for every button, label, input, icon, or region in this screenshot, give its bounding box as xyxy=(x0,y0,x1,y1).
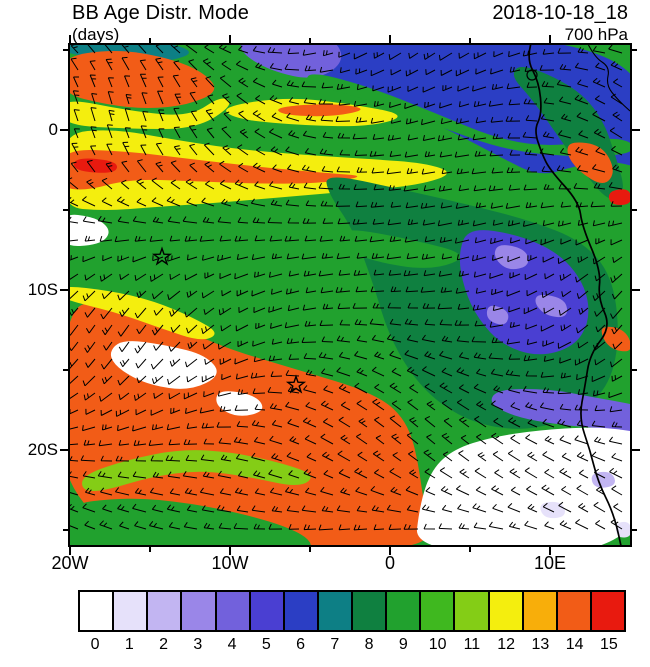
y-minor-tick xyxy=(63,529,68,531)
page-title: BB Age Distr. Mode xyxy=(72,2,250,24)
colorbar-cell-6 xyxy=(284,592,319,630)
region-ne-green-streak xyxy=(307,74,630,157)
x-major-tick-top xyxy=(229,35,231,43)
x-minor-tick-top xyxy=(309,38,311,43)
x-major-tick-top xyxy=(69,35,71,43)
y-major-tick-right xyxy=(632,449,640,451)
x-minor-tick xyxy=(309,547,311,552)
colorbar-value-label: 10 xyxy=(428,636,447,653)
colorbar-cell-8 xyxy=(353,592,388,630)
colorbar-cell-1 xyxy=(114,592,149,630)
region-red-band-bit xyxy=(73,158,118,173)
y-major-tick-right xyxy=(632,289,640,291)
region-sw-bottom-green xyxy=(70,498,311,545)
colorbar-value-label: 11 xyxy=(463,636,481,653)
y-tick-label: 10S xyxy=(27,280,58,299)
map-canvas xyxy=(70,45,630,545)
wind-barbs xyxy=(70,45,623,531)
y-major-tick-right xyxy=(632,129,640,131)
colorbar-cell-0 xyxy=(80,592,115,630)
colorbar-cell-5 xyxy=(250,592,285,630)
y-major-tick xyxy=(60,129,68,131)
colorbar-cell-3 xyxy=(182,592,217,630)
colorbar-value-label: 3 xyxy=(193,636,203,653)
colorbar-cell-4 xyxy=(216,592,251,630)
x-tick-label: 10W xyxy=(211,553,249,573)
colorbar-cell-13 xyxy=(523,592,558,630)
region-east-blue-patch xyxy=(459,230,589,355)
colorbar-value-label: 9 xyxy=(398,636,408,653)
island-outline xyxy=(526,69,538,81)
y-minor-tick-right xyxy=(632,209,637,211)
x-tick-label: 10E xyxy=(533,553,567,573)
region-se-white-clear xyxy=(416,427,630,545)
y-tick-label: 0 xyxy=(48,120,58,139)
colorbar xyxy=(78,590,626,632)
colorbar-cell-15 xyxy=(591,592,624,630)
y-major-tick xyxy=(60,289,68,291)
x-major-tick xyxy=(229,547,231,555)
coastline xyxy=(528,45,622,545)
colorbar-cell-12 xyxy=(489,592,524,630)
region-sw-white-hole-2 xyxy=(216,391,263,416)
colorbar-value-label: 2 xyxy=(159,636,169,653)
star-marker-1 xyxy=(151,246,173,266)
x-minor-tick xyxy=(149,547,151,552)
colorbar-cell-9 xyxy=(387,592,422,630)
pressure-level-label: 700 hPa xyxy=(564,25,628,44)
region-purple-speck-1 xyxy=(494,245,529,270)
y-major-tick xyxy=(60,449,68,451)
x-tick-label: 0 xyxy=(384,553,395,573)
region-coast-orange-lower xyxy=(601,326,630,352)
y-minor-tick-right xyxy=(632,49,637,51)
colorbar-value-label: 7 xyxy=(330,636,340,653)
timestamp-label: 2018-10-18_18 xyxy=(492,2,628,24)
colorbar-cell-11 xyxy=(455,592,490,630)
region-top-orange-streak xyxy=(278,104,361,117)
colorbar-value-label: 6 xyxy=(296,636,306,653)
region-se-blue-strip xyxy=(491,389,630,434)
region-coast-red-dash xyxy=(608,189,630,205)
star-marker-2 xyxy=(285,374,307,394)
colorbar-cell-10 xyxy=(421,592,456,630)
units-label: (days) xyxy=(72,25,120,44)
colorbar-cell-2 xyxy=(148,592,183,630)
map-frame xyxy=(68,43,632,547)
x-major-tick-top xyxy=(549,35,551,43)
colorbar-value-label: 12 xyxy=(497,636,516,653)
y-minor-tick xyxy=(63,49,68,51)
y-minor-tick xyxy=(63,369,68,371)
colorbar-value-label: 13 xyxy=(531,636,550,653)
region-west-white-patch xyxy=(70,214,109,247)
x-major-tick-top xyxy=(389,35,391,43)
colorbar-value-label: 8 xyxy=(364,636,374,653)
colorbar-value-label: 4 xyxy=(227,636,237,653)
x-tick-label: 20W xyxy=(51,553,89,573)
x-major-tick xyxy=(549,547,551,555)
region-se-lavender-2 xyxy=(591,471,615,488)
colorbar-cell-14 xyxy=(557,592,592,630)
y-minor-tick-right xyxy=(632,369,637,371)
x-minor-tick xyxy=(469,547,471,552)
y-minor-tick xyxy=(63,209,68,211)
colorbar-labels: 0 1 2 3 4 5 6 7 8 9 10 11 12 13 14 15 xyxy=(78,636,626,654)
region-se-lavender-3 xyxy=(615,521,630,538)
colorbar-value-label: 15 xyxy=(599,636,618,653)
colorbar-value-label: 1 xyxy=(124,636,134,653)
x-major-tick xyxy=(389,547,391,555)
region-nw-yellow-fringe xyxy=(70,98,230,129)
region-ne-blue-light-patch xyxy=(240,45,342,78)
colorbar-value-label: 14 xyxy=(565,636,584,653)
x-minor-tick-top xyxy=(149,38,151,43)
y-tick-label: 20S xyxy=(27,440,58,459)
x-major-tick xyxy=(69,547,71,555)
x-minor-tick-top xyxy=(469,38,471,43)
region-purple-speck-3 xyxy=(486,305,509,325)
colorbar-value-label: 5 xyxy=(261,636,271,653)
colorbar-cell-7 xyxy=(318,592,353,630)
country-border xyxy=(587,45,630,112)
y-minor-tick-right xyxy=(632,529,637,531)
colorbar-value-label: 0 xyxy=(90,636,100,653)
